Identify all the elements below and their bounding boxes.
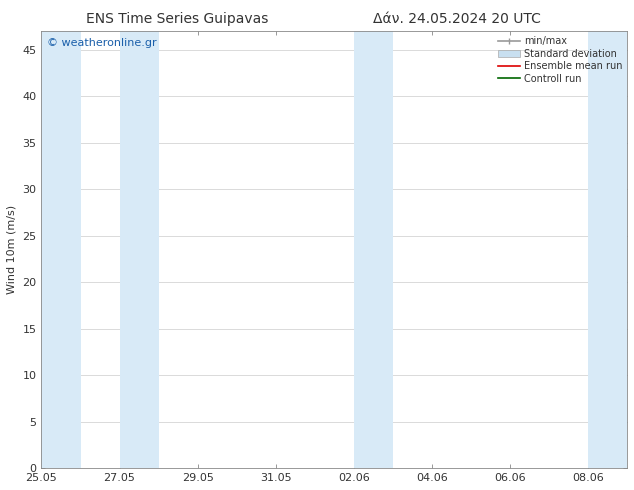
Bar [41, 31, 81, 468]
Text: Δάν. 24.05.2024 20 UTC: Δάν. 24.05.2024 20 UTC [373, 12, 540, 26]
Bar [120, 31, 158, 468]
Text: ENS Time Series Guipavas: ENS Time Series Guipavas [86, 12, 269, 26]
Bar [588, 31, 627, 468]
Y-axis label: Wind 10m (m/s): Wind 10m (m/s) [7, 205, 17, 294]
Text: © weatheronline.gr: © weatheronline.gr [48, 38, 157, 48]
Legend: min/max, Standard deviation, Ensemble mean run, Controll run: min/max, Standard deviation, Ensemble me… [496, 34, 624, 86]
Bar [354, 31, 393, 468]
